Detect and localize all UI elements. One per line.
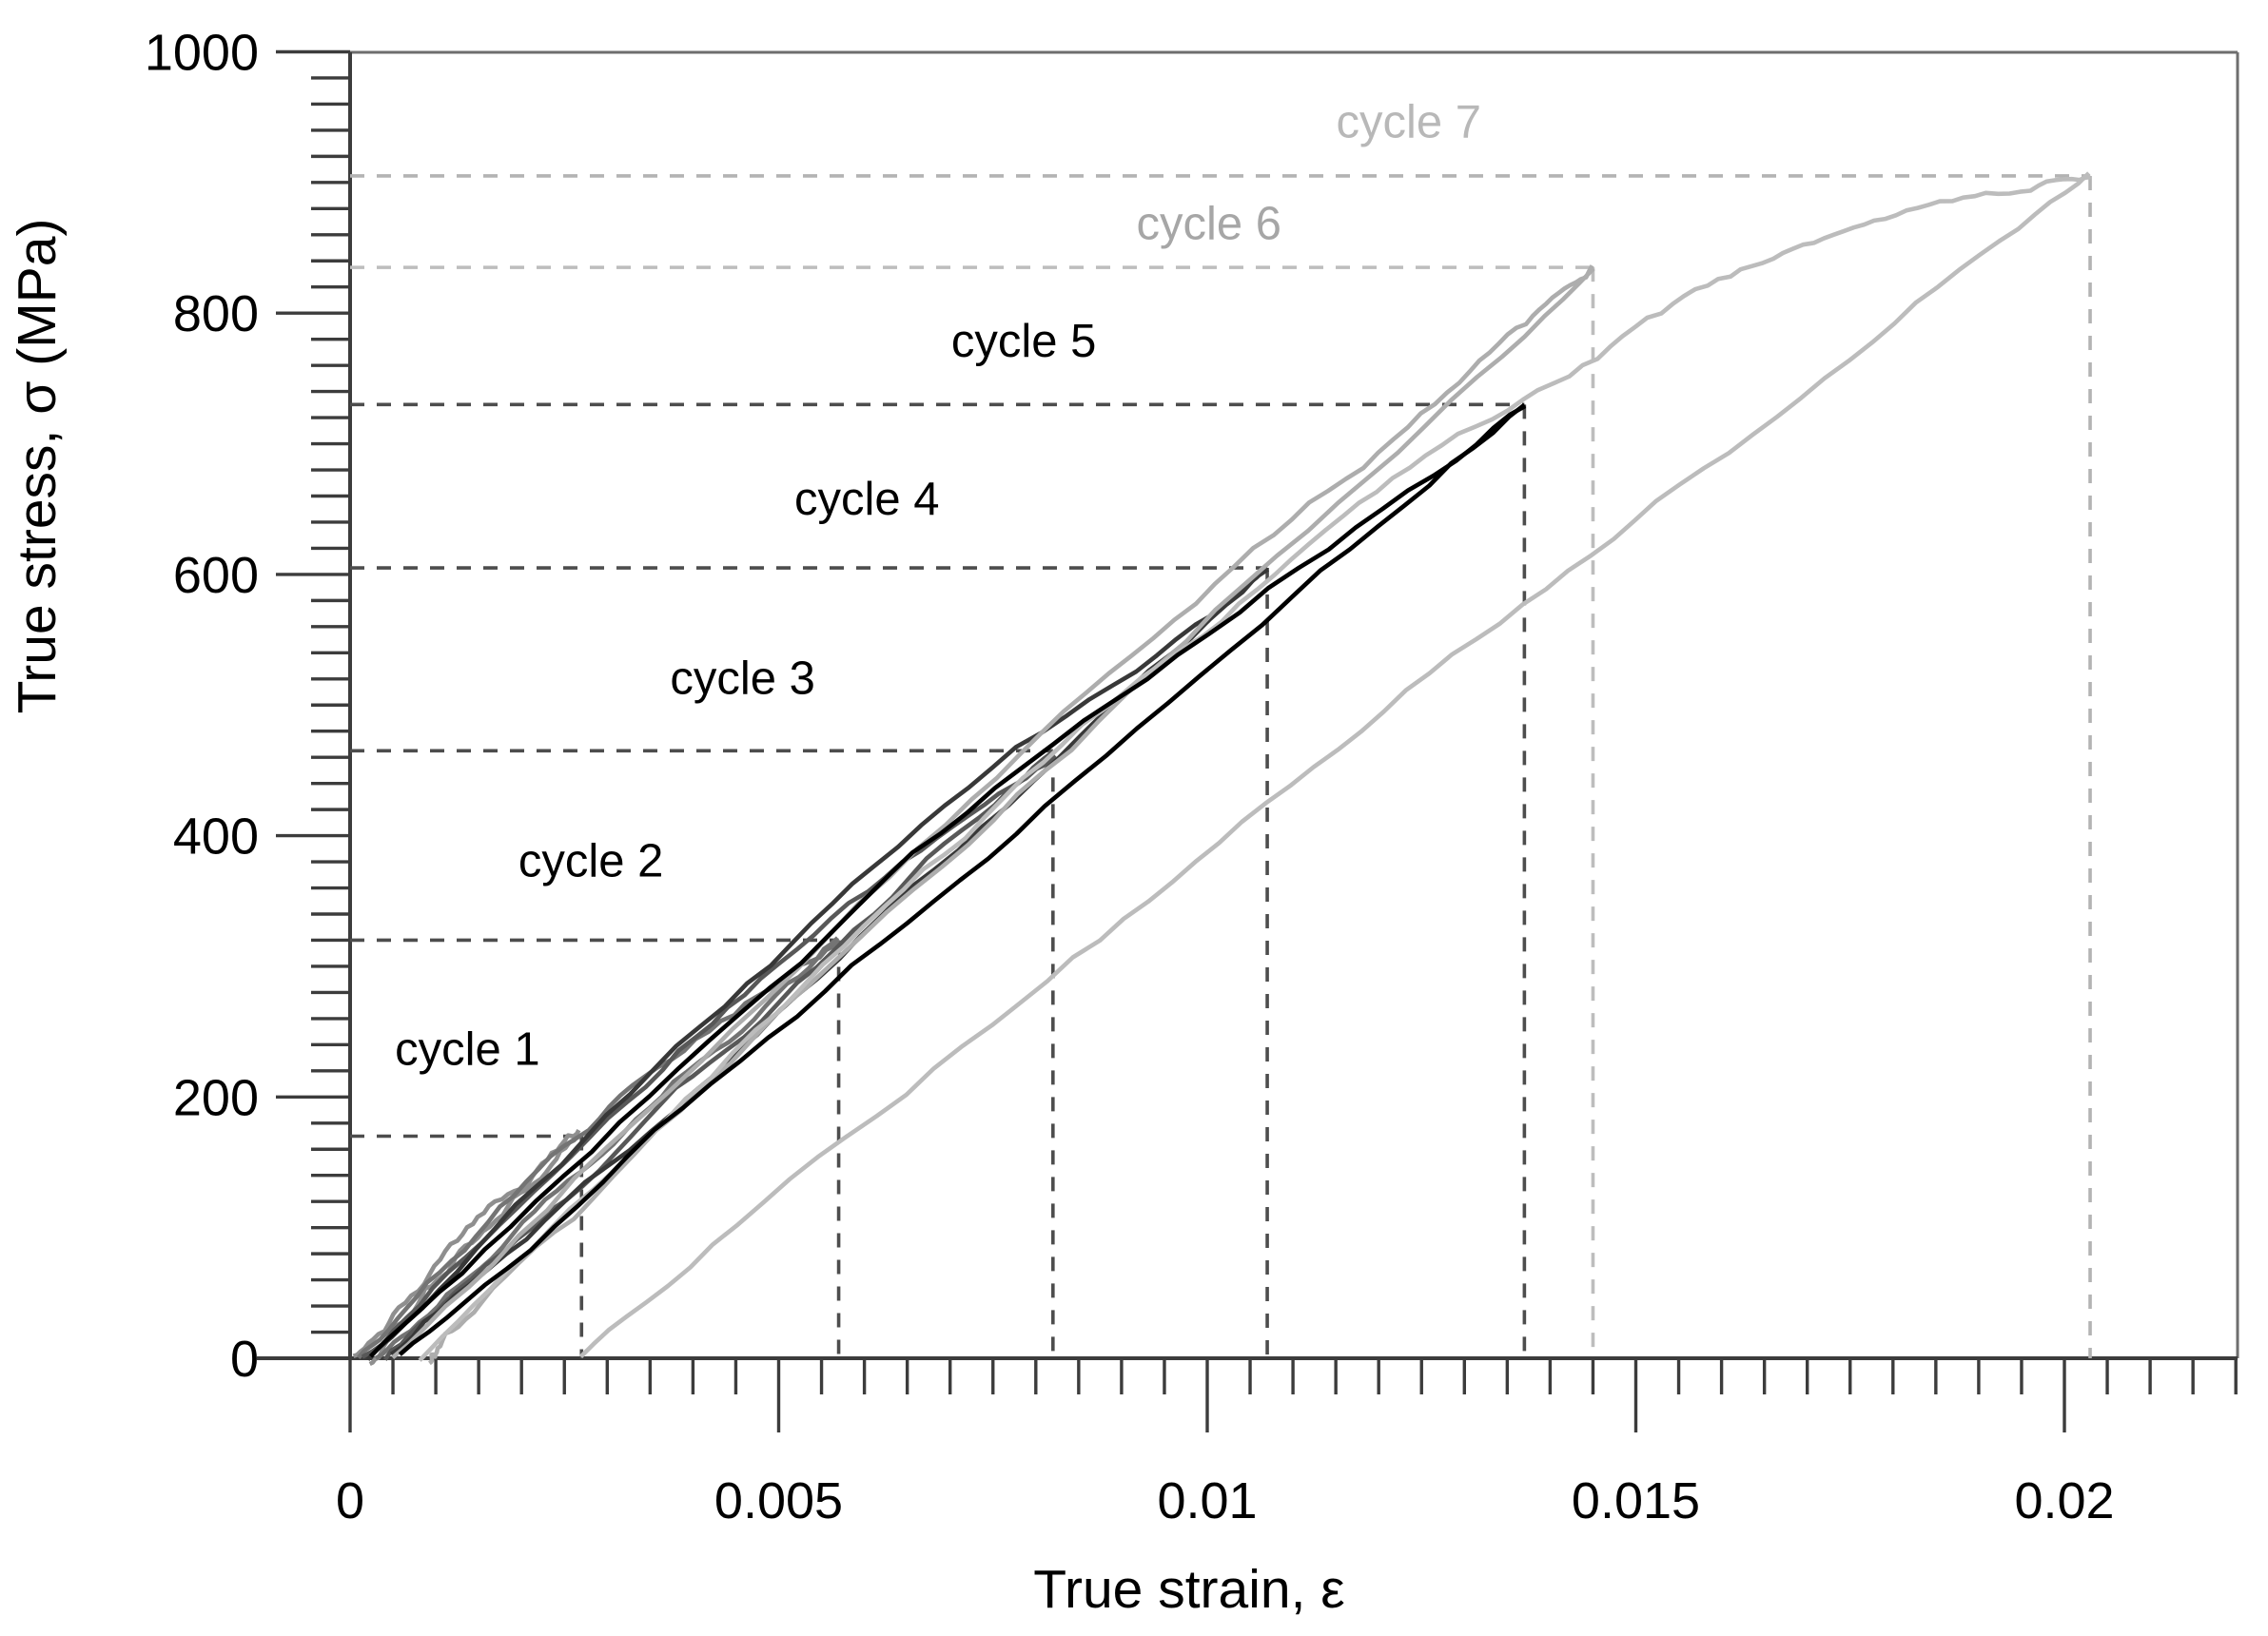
cycle-labels: cycle 1 cycle 2 cycle 3 cycle 4 cycle 5 cycle… [395,96,1481,1075]
x-tick-label: 0 [336,1472,364,1529]
cycle-label-cycle-7: cycle 7 [1336,96,1481,147]
cycle-label-cycle-3: cycle 3 [670,652,815,704]
y-tick-label: 1000 [145,25,259,82]
x-tick-label: 0.01 [1157,1472,1257,1529]
cycle-label-cycle-6: cycle 6 [1137,198,1282,249]
cycle-label-cycle-4: cycle 4 [794,474,940,525]
y-tick-labels: 0 200 400 600 800 1000 [145,25,259,1389]
x-tick-label: 0.005 [714,1472,843,1529]
cycle-label-cycle-5: cycle 5 [951,316,1097,367]
curve-unload-cycle-6 [428,266,1595,1366]
y-tick-label: 200 [173,1069,259,1126]
x-tick-label: 0.015 [1572,1472,1700,1529]
y-tick-label: 0 [230,1331,259,1388]
x-axis-title: True strain, ε [1033,1559,1344,1620]
y-tick-label: 800 [173,285,259,342]
cycle-label-cycle-2: cycle 2 [518,836,664,887]
plot-frame [257,50,2239,1360]
curve-unload-cycle-5 [398,402,1526,1356]
axis-ticks [276,49,2238,1432]
cycle-curves [352,171,2091,1367]
curve-load-cycle-4 [365,565,1269,1361]
curve-load-cycle-6 [391,264,1594,1359]
y-tick-label: 600 [173,547,259,604]
y-axis-title: True stress, σ (MPa) [7,219,68,714]
curve-unload-cycle-7 [578,171,2091,1359]
curve-load-cycle-7 [418,174,2091,1362]
cycle-label-cycle-1: cycle 1 [395,1023,540,1075]
curve-load-cycle-5 [368,403,1527,1358]
curve-load-cycle-3 [361,753,1057,1359]
y-tick-label: 400 [173,808,259,866]
x-tick-labels: 0 0.005 0.01 0.015 0.02 [336,1472,2115,1529]
x-tick-label: 0.02 [2014,1472,2114,1529]
curve-unload-cycle-3 [382,750,1055,1361]
